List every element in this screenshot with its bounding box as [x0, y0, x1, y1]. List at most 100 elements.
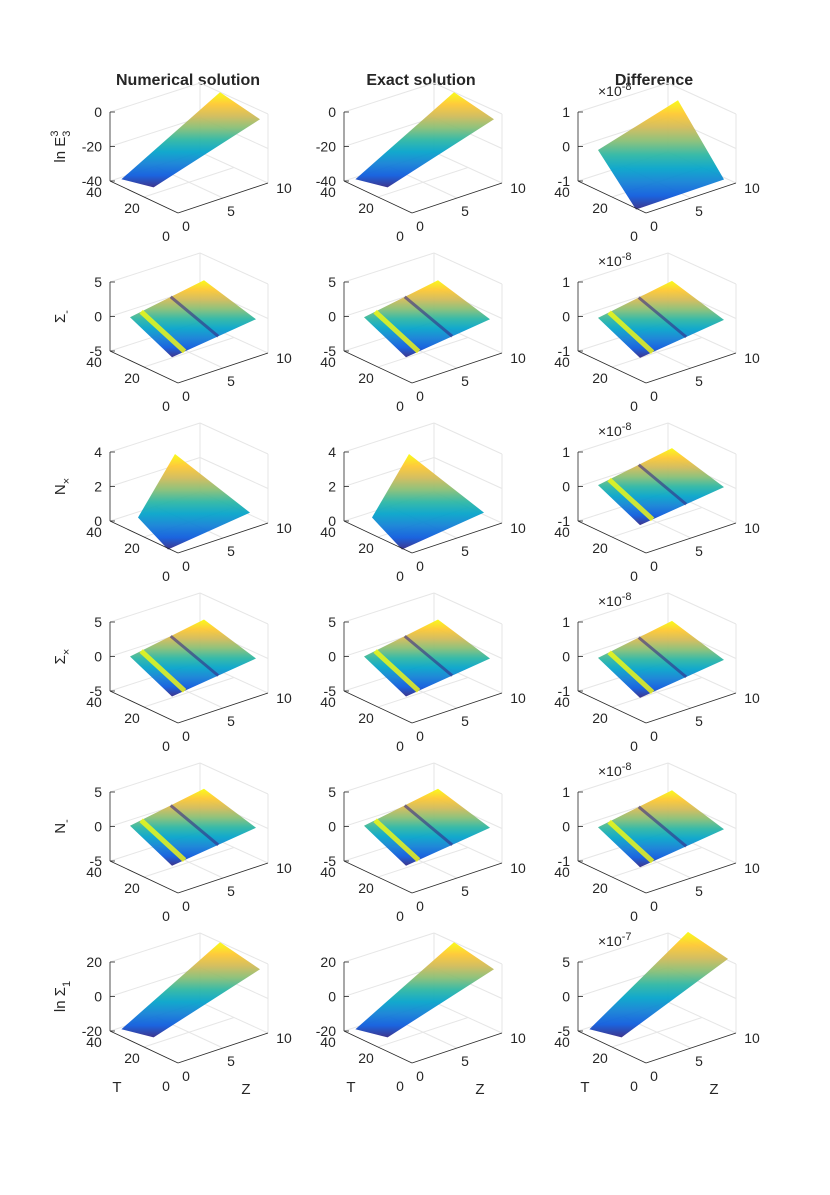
x-tick-label: 10 [744, 520, 760, 536]
grid-line [577, 252, 669, 283]
z-tick-label: 4 [94, 444, 102, 460]
axes-lines [343, 281, 503, 384]
x-tick-label: 0 [416, 898, 424, 914]
y-tick-label: 20 [592, 1050, 608, 1066]
grid-line [109, 967, 201, 997]
x-tick-label: 10 [744, 690, 760, 706]
x-tick-label: 10 [510, 180, 526, 196]
y-tick-label: 40 [86, 864, 102, 880]
z-axis-label: N× [52, 478, 73, 495]
grid-line [199, 457, 269, 489]
surface [138, 454, 250, 550]
grid-line [577, 82, 669, 113]
z-tick-label: 1 [562, 274, 570, 290]
y-tick-label: 0 [162, 398, 170, 414]
y-tick-label: 40 [554, 864, 570, 880]
x-tick-label: 0 [416, 558, 424, 574]
y-tick-label: 40 [86, 524, 102, 540]
axis-exponent: ×10-8 [598, 81, 632, 99]
y-tick-label: 0 [162, 568, 170, 584]
x-tick-label: 10 [276, 350, 292, 366]
axis-line [645, 182, 737, 214]
grid-line [109, 252, 201, 283]
y-tick-label: 20 [124, 200, 140, 216]
y-tick-label: 40 [320, 354, 336, 370]
x-tick-label: 5 [227, 203, 235, 219]
axes-lines [577, 451, 737, 554]
z-tick-label: 5 [328, 784, 336, 800]
grid-line [109, 117, 201, 147]
axis-line [645, 352, 737, 384]
surface-trough [637, 296, 688, 339]
x-tick-label: 0 [182, 1068, 190, 1084]
grid-line [199, 82, 269, 115]
surface-trough [637, 463, 688, 506]
x-tick-label: 5 [227, 373, 235, 389]
y-tick-label: 20 [124, 370, 140, 386]
surface [372, 454, 484, 550]
z-tick-label: 1 [562, 104, 570, 120]
z-tick-label: 20 [86, 954, 102, 970]
y-axis-label: T [112, 1079, 121, 1096]
axis-exponent: ×10-7 [598, 931, 632, 949]
axis-line [577, 520, 647, 554]
x-tick-label: 10 [276, 520, 292, 536]
y-tick-label: 0 [162, 228, 170, 244]
z-tick-label: -1 [558, 173, 571, 189]
axis-line [645, 1032, 737, 1064]
axis-line [411, 182, 503, 214]
axes-lines [577, 621, 737, 724]
grid-line [577, 762, 669, 793]
y-tick-label: 20 [124, 710, 140, 726]
surface [355, 942, 494, 1038]
x-tick-label: 10 [744, 1030, 760, 1046]
y-tick-label: 40 [320, 1034, 336, 1050]
axis-line [109, 860, 179, 894]
surface-patch [355, 942, 494, 1038]
axes-lines [109, 451, 269, 554]
z-tick-label: 0 [328, 309, 336, 325]
axes-lines [577, 281, 737, 384]
x-tick-label: 5 [695, 713, 703, 729]
y-tick-label: 0 [162, 908, 170, 924]
y-tick-label: 0 [162, 1078, 170, 1094]
z-tick-label: 0 [562, 309, 570, 325]
surface [598, 280, 724, 358]
axis-line [645, 522, 737, 554]
z-tick-label: 0 [94, 989, 102, 1005]
x-tick-label: 10 [510, 350, 526, 366]
x-tick-label: 5 [695, 543, 703, 559]
column-title: Exact solution [366, 72, 475, 89]
axis-line [577, 690, 647, 724]
grid-line [667, 762, 737, 795]
z-tick-label: 0 [562, 139, 570, 155]
x-tick-label: 10 [276, 1030, 292, 1046]
axes-lines [577, 791, 737, 894]
grid-line [343, 967, 435, 997]
y-tick-label: 0 [630, 1078, 638, 1094]
y-tick-label: 20 [358, 370, 374, 386]
y-tick-label: 20 [358, 710, 374, 726]
x-tick-label: 10 [510, 520, 526, 536]
x-tick-label: 10 [744, 180, 760, 196]
axis-line [343, 860, 413, 894]
z-tick-label: 0 [328, 819, 336, 835]
column-title: Numerical solution [116, 72, 260, 89]
surface [598, 448, 724, 526]
axes-lines [577, 961, 737, 1064]
z-tick-label: -40 [82, 173, 102, 189]
x-tick-label: 5 [227, 713, 235, 729]
z-tick-label: -5 [90, 343, 103, 359]
grid-line [433, 252, 503, 285]
x-tick-label: 0 [416, 218, 424, 234]
z-tick-label: -5 [90, 853, 103, 869]
y-tick-label: 40 [320, 864, 336, 880]
y-tick-label: 40 [320, 694, 336, 710]
grid-line [433, 762, 503, 795]
